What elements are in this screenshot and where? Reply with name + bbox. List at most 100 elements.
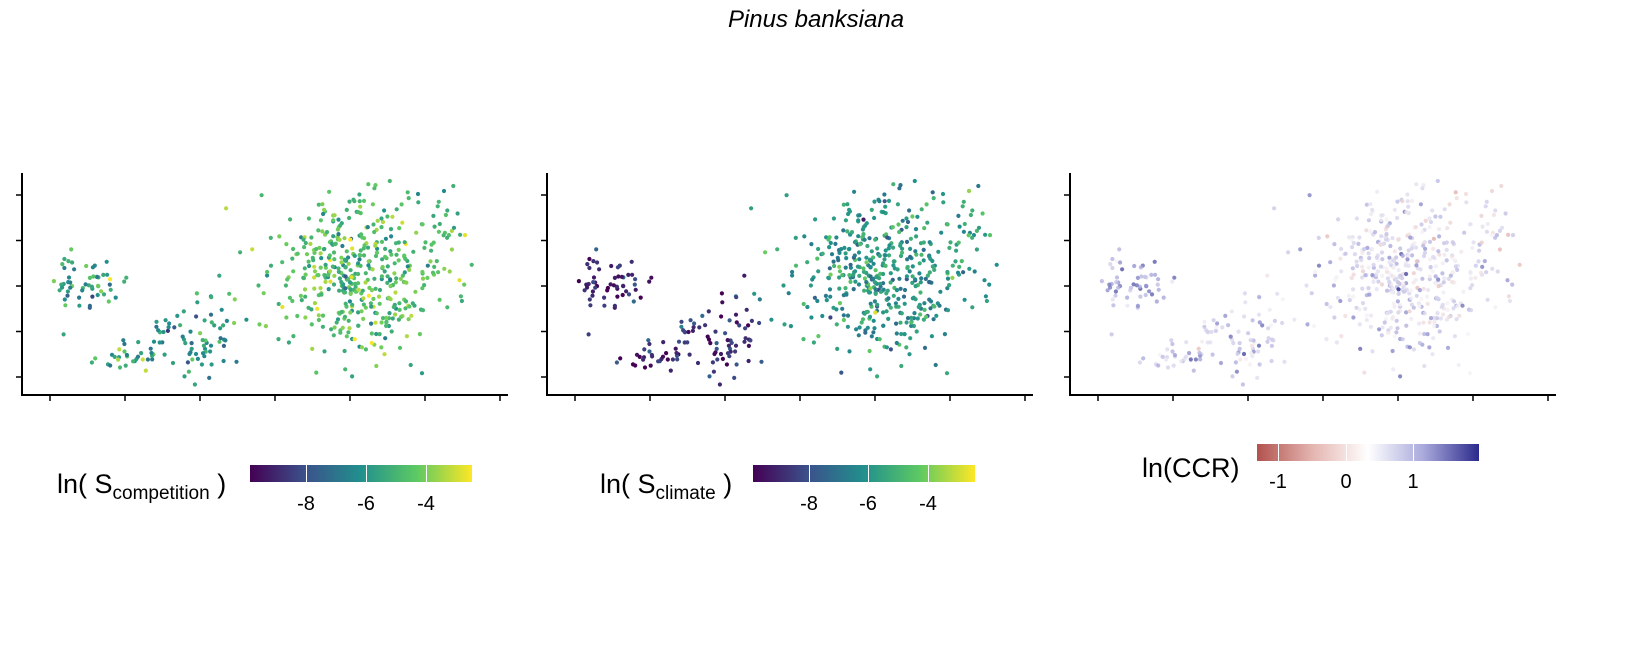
- data-point: [185, 360, 190, 365]
- data-point: [436, 270, 441, 275]
- data-point: [358, 204, 363, 209]
- data-point: [913, 249, 918, 254]
- data-point: [1405, 199, 1410, 204]
- data-point: [1379, 333, 1384, 338]
- data-point: [1309, 291, 1314, 296]
- data-point: [805, 260, 810, 265]
- data-point: [1255, 375, 1260, 380]
- data-point: [1333, 277, 1338, 282]
- data-point: [1390, 257, 1395, 262]
- data-point: [1354, 259, 1359, 264]
- data-point: [602, 295, 607, 300]
- data-point: [587, 265, 592, 271]
- data-point: [881, 271, 886, 277]
- data-point: [749, 318, 754, 323]
- data-point: [455, 211, 460, 216]
- data-point: [389, 252, 394, 257]
- data-point: [782, 322, 787, 327]
- data-point: [70, 260, 75, 265]
- data-point: [1391, 265, 1396, 270]
- data-point: [649, 352, 654, 358]
- data-point: [393, 312, 398, 317]
- data-point: [388, 227, 394, 232]
- data-point: [380, 219, 386, 225]
- data-point: [369, 321, 374, 326]
- data-point: [1395, 215, 1400, 221]
- data-point: [928, 306, 933, 311]
- data-point: [942, 332, 947, 337]
- data-point: [394, 207, 399, 212]
- data-point: [1421, 286, 1426, 291]
- data-point: [333, 242, 338, 247]
- data-point: [1442, 252, 1447, 257]
- data-point: [888, 305, 893, 310]
- data-point: [849, 230, 855, 235]
- data-point: [1398, 246, 1403, 251]
- data-point: [1379, 250, 1385, 255]
- data-point: [1404, 210, 1409, 215]
- data-point: [706, 309, 711, 314]
- data-point: [1385, 237, 1390, 242]
- data-point: [303, 315, 308, 320]
- data-point: [1164, 357, 1169, 362]
- data-point: [441, 233, 446, 238]
- data-point: [1421, 243, 1426, 248]
- data-point: [1138, 265, 1143, 270]
- data-point: [1368, 202, 1373, 207]
- data-point: [113, 295, 118, 300]
- data-point: [337, 288, 342, 293]
- colorbar-tick: [1278, 444, 1279, 461]
- data-point: [841, 313, 846, 318]
- data-point: [379, 225, 384, 230]
- data-point: [1404, 271, 1409, 277]
- data-point: [151, 339, 157, 344]
- data-point: [265, 273, 270, 278]
- data-point: [910, 274, 915, 279]
- data-point: [257, 322, 262, 327]
- data-point: [370, 202, 375, 207]
- data-point: [301, 276, 306, 281]
- data-point: [330, 264, 335, 269]
- data-point: [675, 357, 680, 362]
- data-point: [123, 363, 128, 368]
- data-point: [834, 235, 839, 240]
- data-point: [1379, 234, 1384, 239]
- data-point: [970, 208, 975, 213]
- data-point: [1272, 318, 1277, 323]
- scatter-panel-competition: [16, 173, 508, 401]
- data-point: [816, 334, 821, 339]
- data-point: [83, 282, 88, 287]
- data-point: [1118, 260, 1123, 265]
- data-point: [1463, 191, 1469, 197]
- data-point: [1482, 259, 1487, 264]
- data-point: [377, 332, 382, 337]
- data-point: [1386, 223, 1391, 228]
- data-point: [373, 286, 378, 291]
- data-point: [188, 329, 193, 334]
- data-point: [837, 264, 842, 269]
- data-point: [1471, 240, 1476, 245]
- data-point: [908, 246, 913, 251]
- data-point: [1484, 199, 1489, 204]
- data-point: [1156, 287, 1161, 292]
- data-point: [379, 345, 384, 350]
- data-point: [335, 317, 341, 322]
- data-point: [661, 340, 666, 345]
- data-point: [900, 246, 905, 251]
- data-point: [346, 261, 351, 266]
- data-point: [1480, 224, 1485, 229]
- data-point: [1444, 258, 1449, 263]
- data-point: [1113, 293, 1118, 298]
- data-point: [901, 294, 907, 299]
- data-point: [369, 288, 374, 293]
- data-point: [888, 280, 893, 285]
- data-point: [1445, 226, 1450, 231]
- data-point: [316, 313, 321, 318]
- data-point: [387, 311, 392, 316]
- data-point: [1408, 288, 1413, 293]
- data-point: [775, 247, 780, 252]
- data-point: [591, 280, 596, 285]
- data-point: [886, 198, 892, 203]
- data-point: [597, 267, 602, 272]
- data-point: [612, 303, 617, 308]
